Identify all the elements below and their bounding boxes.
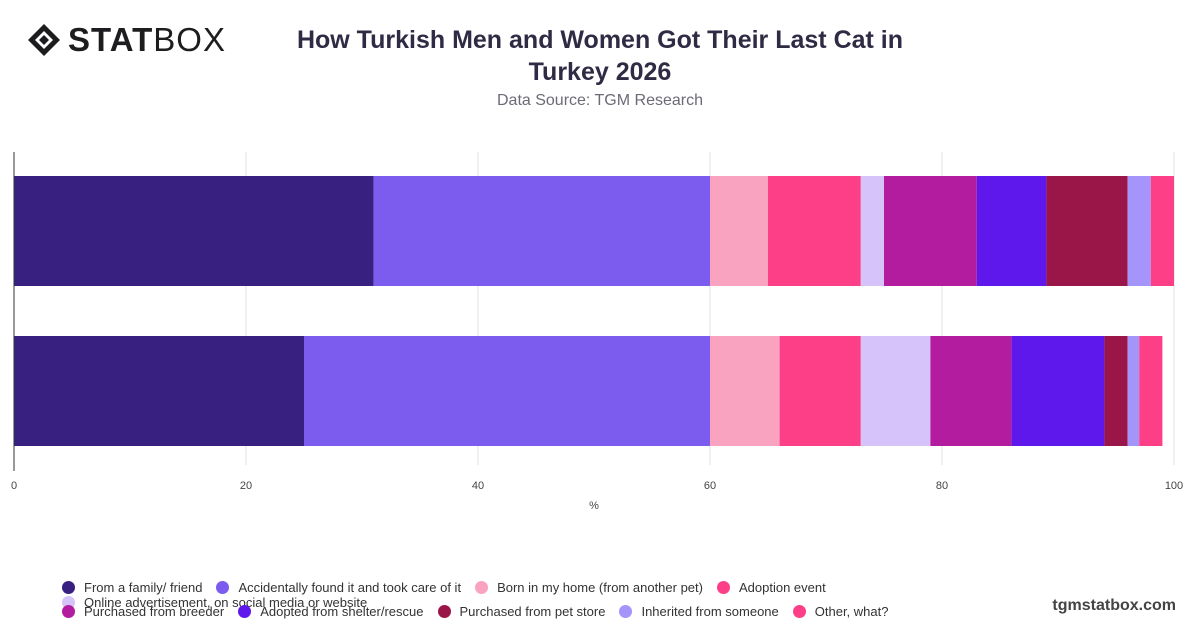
x-tick-label: 20 (240, 480, 252, 492)
x-tick-label: 40 (472, 480, 484, 492)
legend-label: From a family/ friend (84, 580, 203, 595)
bar-segment (14, 176, 374, 286)
statbox-logo: STATBOX (26, 21, 226, 58)
legend-swatch-icon (716, 581, 730, 594)
bar-segment (14, 336, 304, 446)
legend-label: Purchased from pet store (459, 604, 606, 619)
bar-segment (884, 176, 977, 286)
x-axis-label: % (589, 500, 599, 512)
bar-segment (1139, 336, 1163, 446)
diamond-logo-icon (28, 24, 60, 56)
bar-segment (710, 336, 780, 446)
legend-item[interactable]: Other, what? (792, 604, 889, 619)
bar-segment (1011, 336, 1105, 446)
x-tick-label: 80 (936, 480, 948, 492)
legend-swatch-icon (792, 605, 806, 618)
legend-item[interactable]: From a family/ friend (62, 580, 202, 595)
watermark: tgmstatbox.com (1052, 597, 1176, 614)
legend-label: Born in my home (from another pet) (497, 580, 703, 595)
bar-segment (1127, 336, 1140, 446)
legend-swatch-icon (437, 605, 451, 618)
legend-label: Online advertisement, on social media or… (84, 595, 368, 610)
legend-item[interactable]: Purchased from pet store (437, 604, 606, 619)
chart-subtitle: Data Source: TGM Research (496, 92, 703, 109)
stacked-bar-chart: 0 20 40 60 80 100% (11, 152, 1183, 512)
x-tick-label: 60 (704, 480, 716, 492)
legend-item[interactable]: Accidentally found it and took care of i… (216, 580, 461, 595)
bar-segment (860, 336, 931, 446)
bar-segment (373, 176, 710, 286)
legend-row: Purchased from breeder Adopted from shelt… (62, 601, 1152, 622)
legend-swatch-icon (62, 581, 75, 594)
bar-segment (1046, 176, 1128, 286)
logo-wordmark: STATBOX (68, 21, 226, 58)
bar-segment (768, 176, 861, 286)
x-tick-label: 100 (1165, 480, 1183, 492)
chart-title: How Turkish Men and Women Got Their Last… (296, 26, 904, 86)
legend-label: Purchased from breeder (84, 604, 225, 619)
legend-label: Adoption event (738, 580, 826, 595)
legend-swatch-icon (238, 605, 252, 618)
bar-segment (779, 336, 861, 446)
chart-legend: From a family/ friend Accidentally found … (62, 580, 1152, 622)
bar-segment (976, 176, 1047, 286)
bar-segment (710, 176, 768, 286)
bar-segment (304, 336, 710, 446)
legend-item[interactable]: Inherited from someone (619, 604, 779, 619)
bar-segment (1150, 176, 1174, 286)
legend-label: Adopted from shelter/rescue (260, 604, 424, 619)
x-tick-label: 0 (11, 480, 17, 492)
legend-swatch-icon (62, 605, 75, 618)
legend-row: From a family/ friend Accidentally found … (62, 580, 1152, 610)
legend-item[interactable]: Adopted from shelter/rescue (238, 604, 424, 619)
legend-item[interactable]: Adoption event (716, 580, 826, 595)
legend-swatch-icon (216, 581, 230, 594)
bar-segment (1104, 336, 1128, 446)
legend-swatch-icon (619, 605, 633, 618)
legend-swatch-icon (475, 581, 489, 594)
legend-label: Inherited from someone (641, 604, 779, 619)
legend-label: Other, what? (814, 604, 889, 619)
bar-segment (860, 176, 884, 286)
legend-item[interactable]: Born in my home (from another pet) (475, 580, 703, 595)
bar-segment (1127, 176, 1151, 286)
legend-item[interactable]: Purchased from breeder (62, 604, 224, 619)
bar-segment (930, 336, 1012, 446)
legend-label: Accidentally found it and took care of i… (238, 580, 462, 595)
